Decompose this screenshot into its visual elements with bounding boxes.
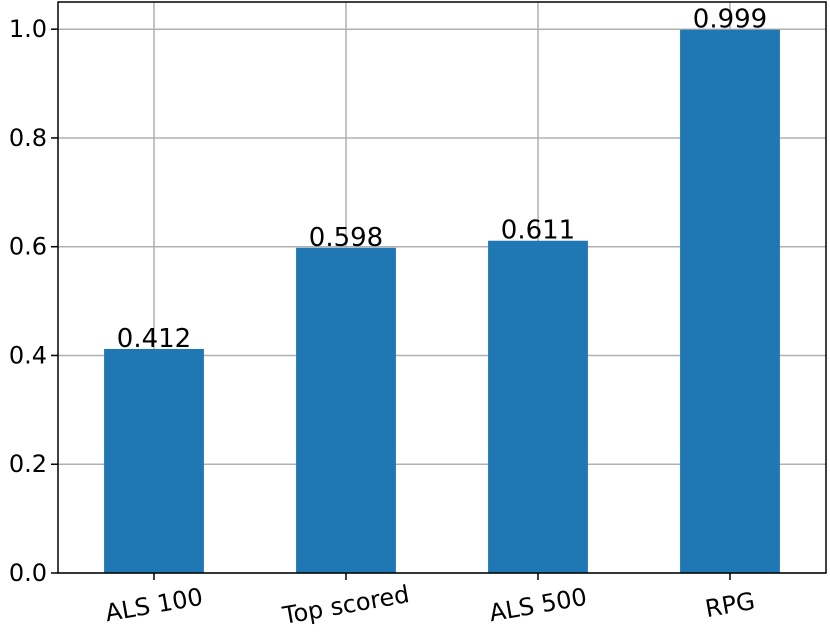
bar-3 — [488, 240, 588, 574]
y-tick-label: 0.6 — [9, 233, 47, 261]
bar-value-label: 0.412 — [117, 324, 191, 354]
bar-layer — [104, 29, 780, 574]
tick-layer: 0.0 0.2 0.4 0.6 0.8 1.0 ALS 100 Top scored ALS 5… — [9, 15, 757, 630]
y-tick-label: 1.0 — [9, 15, 47, 43]
y-tick-label: 0.0 — [9, 559, 47, 587]
bar-1 — [104, 348, 204, 573]
bar-2 — [296, 247, 396, 573]
y-tick-label: 0.2 — [9, 450, 47, 478]
plot-area-frame — [57, 1, 827, 574]
y-tick-label: 0.4 — [9, 341, 47, 369]
label-layer: 0.412 0.598 0.611 0.999 — [117, 5, 767, 354]
x-tick-label: ALS 100 — [103, 583, 205, 628]
x-tick-label: Top scored — [280, 580, 412, 630]
bar-value-label: 0.999 — [693, 5, 767, 35]
y-tick-label: 0.8 — [9, 124, 47, 152]
x-tick-label: RPG — [703, 587, 757, 623]
bar-4 — [680, 29, 780, 573]
x-tick-label: ALS 500 — [487, 583, 589, 628]
bar-value-label: 0.611 — [501, 216, 575, 246]
bar-value-label: 0.598 — [309, 223, 383, 253]
